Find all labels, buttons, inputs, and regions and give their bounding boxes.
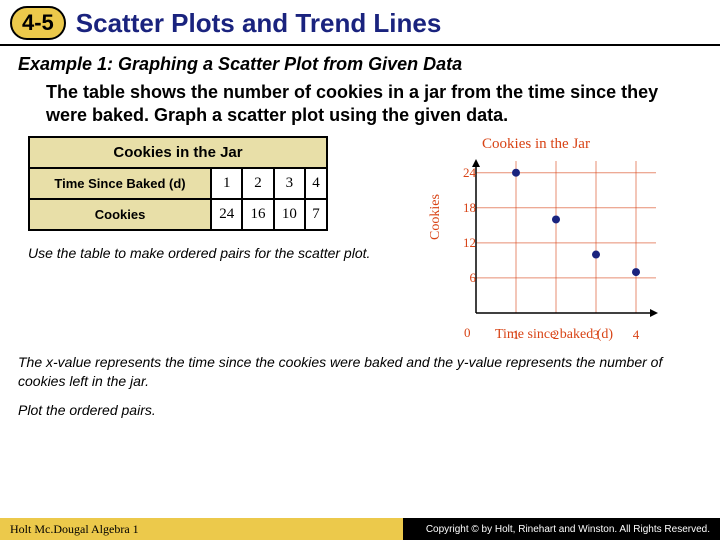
mid-row: Cookies in the Jar Time Since Baked (d) … bbox=[18, 136, 702, 343]
table-title: Cookies in the Jar bbox=[29, 137, 327, 168]
table-cell: 7 bbox=[305, 199, 327, 230]
chart-xtick: 2 bbox=[553, 327, 560, 343]
table-cell: 4 bbox=[305, 168, 327, 199]
table-cell: 10 bbox=[274, 199, 305, 230]
scatter-chart: Cookies in the Jar Cookies 0 6121824 123… bbox=[406, 136, 666, 343]
chart-origin: 0 bbox=[464, 325, 471, 341]
chart-xtick: 1 bbox=[513, 327, 520, 343]
footer-right: Copyright © by Holt, Rinehart and Winsto… bbox=[403, 518, 720, 540]
table-row: Cookies 24 16 10 7 bbox=[29, 199, 327, 230]
example-heading: Example 1: Graphing a Scatter Plot from … bbox=[18, 54, 702, 75]
notes-area: The x-value represents the time since th… bbox=[0, 343, 720, 420]
lesson-number-badge: 4-5 bbox=[10, 6, 66, 40]
chart-title: Cookies in the Jar bbox=[406, 136, 666, 153]
chart-xtick: 3 bbox=[593, 327, 600, 343]
table-cell: 2 bbox=[242, 168, 273, 199]
table-cell: 3 bbox=[274, 168, 305, 199]
chart-ytick: 18 bbox=[462, 200, 476, 216]
note-line: Plot the ordered pairs. bbox=[18, 401, 702, 420]
row-header: Cookies bbox=[29, 199, 211, 230]
chart-ytick: 6 bbox=[462, 270, 476, 286]
lesson-title: Scatter Plots and Trend Lines bbox=[76, 8, 442, 39]
row-header: Time Since Baked (d) bbox=[29, 168, 211, 199]
footer-left: Holt Mc.Dougal Algebra 1 bbox=[0, 518, 403, 540]
note-line: The x-value represents the time since th… bbox=[18, 353, 702, 391]
lesson-header: 4-5 Scatter Plots and Trend Lines bbox=[0, 0, 720, 46]
data-table: Cookies in the Jar Time Since Baked (d) … bbox=[28, 136, 328, 231]
table-cell: 16 bbox=[242, 199, 273, 230]
chart-ylabel: Cookies bbox=[428, 194, 444, 240]
content-area: Example 1: Graphing a Scatter Plot from … bbox=[0, 46, 720, 343]
chart-box: Cookies 0 6121824 1234 bbox=[442, 155, 662, 325]
chart-xtick: 4 bbox=[633, 327, 640, 343]
footer: Holt Mc.Dougal Algebra 1 Copyright © by … bbox=[0, 518, 720, 540]
chart-ytick: 24 bbox=[462, 165, 476, 181]
example-intro: The table shows the number of cookies in… bbox=[18, 81, 702, 136]
chart-ytick: 12 bbox=[462, 235, 476, 251]
table-cell: 1 bbox=[211, 168, 242, 199]
table-cell: 24 bbox=[211, 199, 242, 230]
caption-left: Use the table to make ordered pairs for … bbox=[28, 245, 388, 263]
left-column: Cookies in the Jar Time Since Baked (d) … bbox=[28, 136, 388, 343]
table-row: Time Since Baked (d) 1 2 3 4 bbox=[29, 168, 327, 199]
